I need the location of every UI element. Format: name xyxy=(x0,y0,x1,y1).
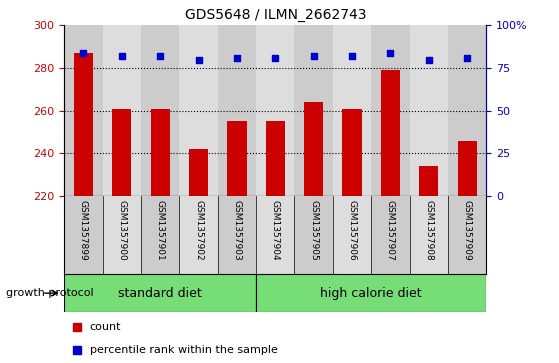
Bar xyxy=(458,140,477,196)
Bar xyxy=(333,196,371,274)
Bar xyxy=(256,196,295,274)
Point xyxy=(463,55,472,61)
Text: GSM1357902: GSM1357902 xyxy=(194,200,203,261)
Bar xyxy=(64,196,103,274)
Text: GSM1357900: GSM1357900 xyxy=(117,200,126,261)
Point xyxy=(79,50,88,56)
Bar xyxy=(295,25,333,196)
Text: GSM1357905: GSM1357905 xyxy=(309,200,318,261)
Bar xyxy=(64,25,103,196)
Point xyxy=(386,50,395,56)
Bar xyxy=(179,196,218,274)
Bar xyxy=(371,25,410,196)
Bar xyxy=(218,196,256,274)
Point xyxy=(117,53,126,59)
Text: GSM1357906: GSM1357906 xyxy=(348,200,357,261)
Bar xyxy=(419,166,438,196)
Bar xyxy=(74,53,93,196)
Title: GDS5648 / ILMN_2662743: GDS5648 / ILMN_2662743 xyxy=(184,8,366,22)
Bar xyxy=(189,149,208,196)
Text: GSM1357907: GSM1357907 xyxy=(386,200,395,261)
Bar xyxy=(448,25,486,196)
Bar xyxy=(448,196,486,274)
Bar xyxy=(141,25,179,196)
Text: growth protocol: growth protocol xyxy=(6,288,93,298)
Bar xyxy=(256,25,295,196)
Bar xyxy=(295,196,333,274)
Bar xyxy=(343,109,362,196)
Point xyxy=(194,57,203,62)
Bar xyxy=(103,25,141,196)
Text: high calorie diet: high calorie diet xyxy=(320,287,422,299)
Text: GSM1357909: GSM1357909 xyxy=(463,200,472,261)
Bar xyxy=(112,109,131,196)
Text: GSM1357899: GSM1357899 xyxy=(79,200,88,261)
Bar xyxy=(410,196,448,274)
Point xyxy=(424,57,433,62)
Text: GSM1357908: GSM1357908 xyxy=(424,200,433,261)
Bar xyxy=(218,25,256,196)
Bar xyxy=(103,196,141,274)
Bar xyxy=(266,121,285,196)
Point xyxy=(271,55,280,61)
Bar xyxy=(179,25,218,196)
Bar xyxy=(304,102,323,196)
Text: count: count xyxy=(89,322,121,333)
Bar xyxy=(371,196,410,274)
Text: percentile rank within the sample: percentile rank within the sample xyxy=(89,345,277,355)
Bar xyxy=(256,274,486,312)
Bar xyxy=(333,25,371,196)
Bar xyxy=(228,121,247,196)
Point xyxy=(233,55,241,61)
Bar xyxy=(64,274,256,312)
Point xyxy=(348,53,357,59)
Bar xyxy=(381,70,400,196)
Bar xyxy=(150,109,170,196)
Text: GSM1357904: GSM1357904 xyxy=(271,200,280,261)
Text: GSM1357901: GSM1357901 xyxy=(156,200,165,261)
Point xyxy=(309,53,318,59)
Point xyxy=(156,53,165,59)
Text: GSM1357903: GSM1357903 xyxy=(233,200,241,261)
Text: standard diet: standard diet xyxy=(119,287,202,299)
Bar xyxy=(141,196,179,274)
Bar xyxy=(410,25,448,196)
